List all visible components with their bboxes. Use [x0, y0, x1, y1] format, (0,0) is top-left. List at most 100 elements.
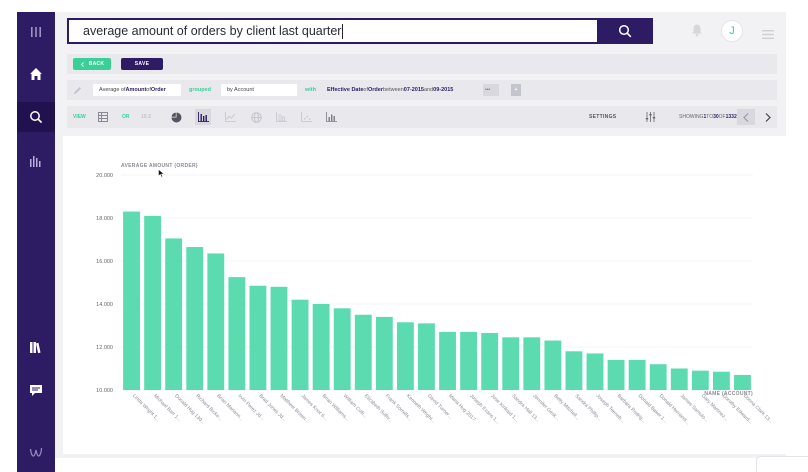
- bar[interactable]: [354, 314, 372, 390]
- number-view-option[interactable]: 10.3: [141, 114, 151, 120]
- bar[interactable]: [502, 337, 520, 390]
- bar-chart-icon[interactable]: [195, 109, 211, 125]
- main-panel: average amount of orders by client last …: [55, 12, 786, 458]
- showing-to-word: TO: [706, 114, 714, 120]
- or-label: OR: [122, 114, 130, 120]
- y-tick-label: 20.000: [96, 173, 113, 179]
- measure-prefix: Average of: [99, 87, 126, 93]
- x-axis-tick-labels: Linda Wright 1...Michael Barr 1...Donald…: [131, 393, 774, 426]
- bar[interactable]: [396, 322, 414, 390]
- filter-entity: Order: [367, 87, 383, 93]
- y-axis-ticks: 10.000 12.000 14.000 16.000 18.000 20.000: [96, 173, 113, 394]
- filter-field: Effective Date: [327, 87, 364, 93]
- chevron-right-icon: [765, 112, 771, 122]
- bars: [123, 211, 751, 391]
- filter-from: 07-2015: [403, 87, 424, 93]
- chart-nav-icon[interactable]: [17, 146, 55, 176]
- filter-to: 09-2015: [433, 87, 454, 93]
- showing-prefix: SHOWING: [679, 114, 704, 120]
- grid-lines: [121, 174, 753, 391]
- bar[interactable]: [165, 238, 183, 390]
- bar[interactable]: [460, 331, 478, 390]
- back-button[interactable]: BACK: [73, 58, 111, 70]
- globe-icon[interactable]: [248, 109, 264, 125]
- bar[interactable]: [734, 374, 751, 390]
- bar[interactable]: [481, 333, 499, 390]
- bar[interactable]: [586, 353, 604, 390]
- measure-field[interactable]: Average of Amount of Order: [93, 84, 181, 96]
- bar[interactable]: [418, 323, 435, 390]
- y-axis-title: AVERAGE AMOUNT (ORDER): [121, 163, 198, 169]
- with-label: with: [305, 87, 316, 93]
- library-icon[interactable]: [17, 332, 55, 362]
- filter-between: between: [382, 87, 404, 93]
- bar[interactable]: [523, 337, 541, 390]
- sliders-icon[interactable]: [642, 109, 658, 125]
- bar[interactable]: [186, 247, 204, 390]
- grouped-label: grouped: [189, 87, 211, 93]
- view-toolbar: VIEW OR 10.3: [67, 106, 777, 128]
- filter-and: and: [423, 87, 434, 93]
- measure-of: of: [146, 87, 151, 93]
- hamburger-menu-icon[interactable]: [762, 26, 774, 44]
- corner-widget: [756, 456, 808, 472]
- settings-button[interactable]: SETTINGS: [589, 114, 617, 120]
- add-filter-button[interactable]: +: [511, 84, 521, 96]
- edit-query-icon[interactable]: [73, 80, 82, 100]
- view-label: VIEW: [73, 114, 86, 120]
- home-icon[interactable]: [17, 59, 55, 89]
- stacked-chart-icon[interactable]: [323, 109, 339, 125]
- brand-logo-icon: [17, 437, 55, 467]
- previous-page-button[interactable]: [737, 109, 755, 125]
- search-input[interactable]: average amount of orders by client last …: [67, 18, 653, 44]
- bar[interactable]: [439, 331, 456, 390]
- bar[interactable]: [291, 299, 309, 390]
- more-options-button[interactable]: •••: [483, 84, 499, 96]
- y-tick-label: 14.000: [96, 302, 113, 308]
- showing-from: 1: [703, 114, 707, 120]
- search-icon: [618, 24, 632, 38]
- bar[interactable]: [270, 286, 288, 390]
- bar[interactable]: [670, 368, 688, 391]
- group-by-field[interactable]: by Account: [221, 84, 297, 96]
- showing-to: 30: [713, 114, 719, 120]
- bar[interactable]: [207, 253, 225, 390]
- save-button[interactable]: SAVE: [121, 58, 163, 70]
- search-nav-icon[interactable]: [17, 102, 55, 132]
- next-page-button[interactable]: [759, 109, 777, 125]
- bar[interactable]: [375, 316, 393, 390]
- bar[interactable]: [228, 277, 246, 390]
- chart-card: 10.000 12.000 14.000 16.000 18.000 20.000 Lin…: [63, 136, 786, 454]
- bar[interactable]: [628, 359, 646, 390]
- y-tick-label: 10.000: [96, 388, 113, 394]
- showing-total: 1332: [725, 114, 737, 120]
- bell-icon[interactable]: [691, 23, 703, 42]
- bar[interactable]: [649, 364, 667, 390]
- bar[interactable]: [544, 340, 562, 390]
- bar[interactable]: [691, 370, 709, 390]
- bar[interactable]: [333, 308, 351, 390]
- bar[interactable]: [144, 215, 162, 390]
- bar[interactable]: [249, 285, 267, 390]
- table-view-icon[interactable]: [95, 109, 111, 125]
- bar[interactable]: [607, 359, 625, 390]
- filter-condition[interactable]: Effective Date of Order between 07-2015 …: [327, 80, 453, 100]
- scatter-chart-icon[interactable]: [298, 109, 314, 125]
- bar[interactable]: [712, 371, 730, 390]
- pie-chart-icon[interactable]: [168, 109, 184, 125]
- feedback-icon[interactable]: [17, 375, 55, 405]
- side-nav: [17, 12, 55, 472]
- line-chart-icon[interactable]: [222, 109, 238, 125]
- chevron-left-icon: [743, 112, 749, 122]
- bar[interactable]: [565, 351, 583, 390]
- back-label: BACK: [88, 61, 105, 67]
- bar[interactable]: [312, 304, 330, 390]
- columns-icon[interactable]: [17, 17, 55, 47]
- top-bar: average amount of orders by client last …: [55, 12, 786, 50]
- search-query-text: average amount of orders by client last …: [83, 24, 342, 38]
- column-chart-icon[interactable]: [273, 109, 289, 125]
- search-button[interactable]: [597, 18, 653, 44]
- user-avatar[interactable]: J: [721, 20, 743, 42]
- bar[interactable]: [123, 211, 140, 390]
